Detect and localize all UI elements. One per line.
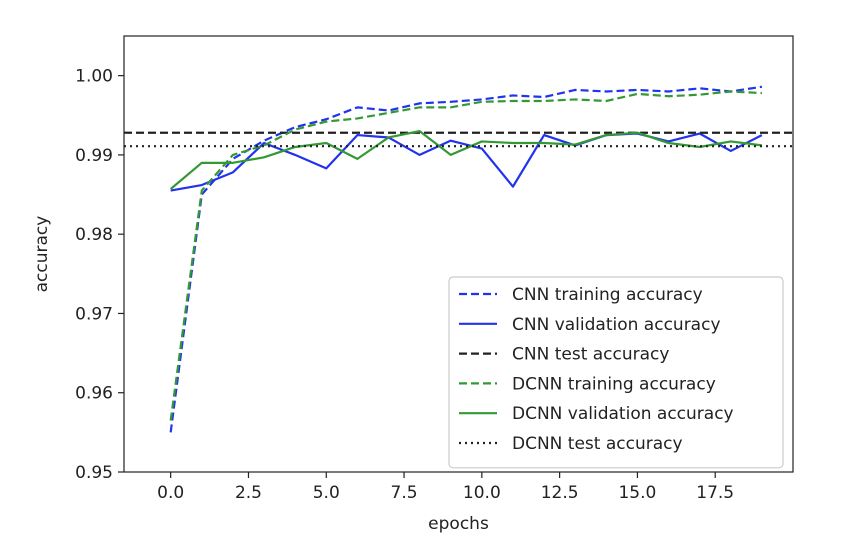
series-line-cnn-training-accuracy	[169, 85, 763, 433]
plot-frame	[123, 35, 794, 473]
y-tick-label: 0.95	[75, 463, 113, 483]
y-tick-label: 1.00	[75, 67, 113, 87]
x-tick-label: 10.0	[463, 483, 501, 503]
legend-frame	[448, 276, 784, 469]
y-axis-ticks: 0.95 0.96 0.97 0.98 0.99 1.00	[75, 67, 124, 483]
legend-label-dcnn-validation-accuracy: DCNN validation accuracy	[512, 404, 734, 424]
x-tick-label: 17.5	[696, 483, 734, 503]
x-tick-label: 12.5	[541, 483, 579, 503]
series-line-dcnn-validation-accuracy	[169, 130, 763, 190]
legend: CNN training accuracy CNN validation accu…	[448, 276, 784, 469]
y-tick-label: 0.98	[75, 225, 113, 245]
x-tick-label: 0.0	[157, 483, 184, 503]
legend-label-cnn-validation-accuracy: CNN validation accuracy	[512, 315, 721, 335]
y-tick-label: 0.96	[75, 384, 113, 404]
legend-label-cnn-test-accuracy: CNN test accuracy	[512, 345, 669, 365]
x-tick-label: 7.5	[391, 483, 418, 503]
series-line-cnn-validation-accuracy	[170, 132, 763, 192]
x-tick-label: 5.0	[313, 483, 340, 503]
x-axis-ticks: 0.0 2.5 5.0 7.5 10.0 12.5 15.0 17.5	[157, 472, 734, 503]
y-axis-label: accuracy	[32, 216, 52, 293]
x-tick-label: 15.0	[618, 483, 656, 503]
x-tick-label: 2.5	[235, 483, 262, 503]
series-line-dcnn-training-accuracy	[169, 90, 762, 421]
y-tick-label: 0.97	[75, 304, 113, 324]
x-axis-label: epochs	[428, 514, 489, 534]
legend-label-cnn-training-accuracy: CNN training accuracy	[512, 285, 703, 305]
plot-lines	[124, 85, 793, 433]
y-tick-label: 0.99	[75, 146, 113, 166]
legend-label-dcnn-test-accuracy: DCNN test accuracy	[512, 434, 683, 454]
legend-label-dcnn-training-accuracy: DCNN training accuracy	[512, 374, 716, 394]
